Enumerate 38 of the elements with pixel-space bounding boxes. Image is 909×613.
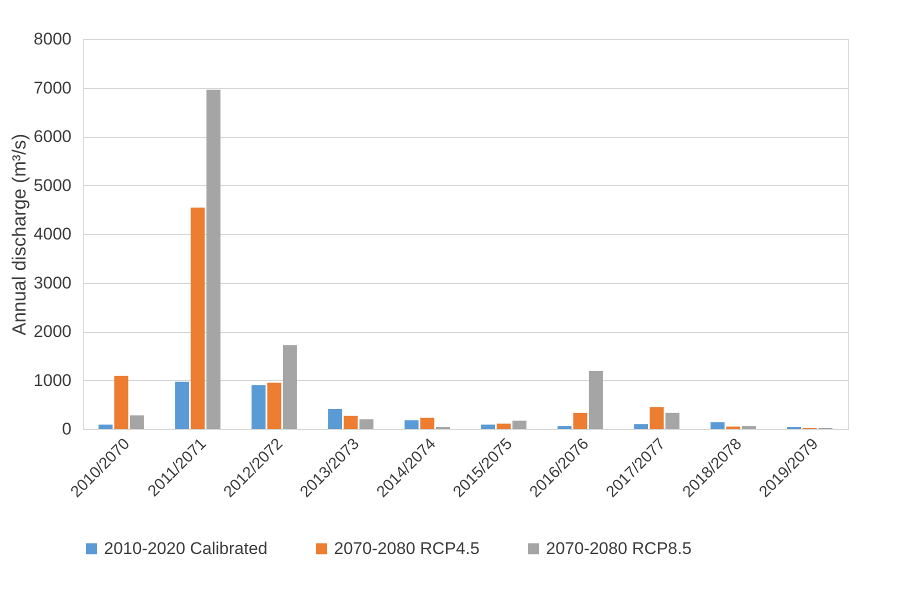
bar bbox=[420, 418, 434, 429]
bar bbox=[742, 426, 756, 429]
bar bbox=[175, 382, 190, 429]
bar bbox=[328, 409, 342, 429]
y-tick-label: 1000 bbox=[34, 370, 72, 390]
bar bbox=[404, 420, 419, 429]
bar bbox=[359, 419, 374, 429]
y-tick-label: 2000 bbox=[34, 322, 72, 341]
bar bbox=[710, 422, 725, 429]
bar bbox=[252, 385, 266, 429]
bar bbox=[481, 424, 496, 429]
bar bbox=[650, 407, 664, 429]
bar bbox=[665, 412, 680, 429]
y-axis-title: Annual discharge (m³/s) bbox=[10, 134, 31, 336]
y-tick-label: 8000 bbox=[34, 30, 72, 48]
bar bbox=[206, 90, 220, 429]
legend-label: 2070-2080 RCP4.5 bbox=[334, 538, 480, 558]
bar bbox=[573, 412, 588, 429]
legend-label: 2070-2080 RCP8.5 bbox=[546, 538, 692, 558]
bar bbox=[98, 424, 113, 429]
y-tick-label: 5000 bbox=[34, 176, 72, 195]
bar bbox=[267, 382, 282, 429]
bar bbox=[496, 424, 511, 429]
bar bbox=[344, 416, 358, 429]
y-tick-label: 6000 bbox=[34, 127, 72, 146]
y-tick-label: 7000 bbox=[34, 78, 72, 98]
y-tick-label: 3000 bbox=[34, 273, 72, 292]
bar bbox=[588, 370, 603, 429]
bar bbox=[130, 415, 144, 429]
bar bbox=[190, 208, 205, 429]
legend-label: 2010-2020 Calibrated bbox=[104, 538, 268, 558]
bar bbox=[114, 376, 128, 429]
bar bbox=[634, 424, 648, 429]
bar bbox=[512, 420, 526, 429]
bar bbox=[558, 426, 572, 429]
y-tick-label: 4000 bbox=[34, 224, 72, 244]
y-tick-label: 0 bbox=[62, 420, 72, 438]
bar bbox=[282, 345, 297, 429]
